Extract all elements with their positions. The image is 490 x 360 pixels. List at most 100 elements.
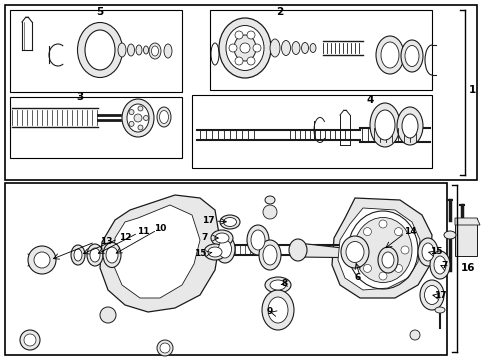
Ellipse shape [220,215,240,229]
Circle shape [160,343,170,353]
Ellipse shape [129,110,134,114]
Ellipse shape [422,243,434,261]
Ellipse shape [144,46,148,54]
Text: 3: 3 [76,92,84,102]
Circle shape [229,44,237,52]
Ellipse shape [346,242,364,262]
Circle shape [134,114,142,122]
Ellipse shape [127,44,134,56]
Circle shape [247,31,255,39]
Circle shape [240,43,250,53]
Text: 9: 9 [267,307,273,316]
Ellipse shape [382,252,394,268]
Circle shape [157,340,173,356]
Ellipse shape [376,36,404,74]
Text: 11: 11 [137,228,149,237]
Ellipse shape [405,45,419,67]
Text: 15: 15 [194,248,206,257]
Ellipse shape [281,41,291,55]
Text: 4: 4 [367,95,374,105]
Text: 14: 14 [404,228,416,237]
Polygon shape [210,10,432,90]
Ellipse shape [71,245,85,265]
Text: 1: 1 [468,85,476,95]
Ellipse shape [138,125,143,130]
Ellipse shape [223,217,237,226]
Text: 17: 17 [202,216,214,225]
Ellipse shape [424,285,440,305]
Circle shape [263,205,277,219]
Ellipse shape [341,236,369,268]
Ellipse shape [208,247,222,257]
Ellipse shape [129,121,134,126]
Bar [455,218,477,256]
Text: 12: 12 [119,234,131,243]
Ellipse shape [301,42,309,54]
Circle shape [24,334,36,346]
Polygon shape [338,208,420,290]
Text: 7: 7 [202,233,208,242]
Ellipse shape [435,307,445,313]
Text: 2: 2 [276,7,284,17]
Circle shape [253,44,261,52]
Polygon shape [10,97,182,158]
Text: 17: 17 [434,291,446,300]
Circle shape [394,228,403,235]
Ellipse shape [259,240,281,270]
Ellipse shape [103,243,121,267]
Polygon shape [100,195,220,312]
Circle shape [357,246,365,254]
Ellipse shape [401,40,423,72]
Ellipse shape [77,22,122,77]
Ellipse shape [226,26,264,71]
Circle shape [28,246,56,274]
Ellipse shape [370,103,400,147]
Circle shape [364,264,371,273]
Ellipse shape [87,244,103,266]
Ellipse shape [157,107,171,127]
Ellipse shape [402,114,418,138]
Ellipse shape [378,247,398,273]
Ellipse shape [430,251,450,279]
Ellipse shape [219,18,271,78]
Circle shape [235,31,243,39]
Text: 6: 6 [355,274,361,283]
Ellipse shape [204,244,226,260]
Circle shape [379,272,387,280]
Ellipse shape [434,256,446,274]
Ellipse shape [292,41,300,54]
Polygon shape [332,198,432,298]
Polygon shape [10,10,182,92]
Polygon shape [298,243,378,258]
Text: 8: 8 [282,279,288,288]
Ellipse shape [310,44,316,53]
Ellipse shape [118,43,126,57]
Ellipse shape [354,217,412,283]
Text: 13: 13 [100,238,112,247]
Ellipse shape [265,196,275,204]
Circle shape [20,330,40,350]
Ellipse shape [397,107,423,145]
Ellipse shape [251,230,265,250]
Ellipse shape [138,106,143,111]
Bar [5,5,477,180]
Ellipse shape [160,111,169,123]
Ellipse shape [149,43,161,59]
Ellipse shape [164,44,172,58]
Ellipse shape [234,35,256,61]
Ellipse shape [219,240,231,258]
Text: 15: 15 [430,248,442,256]
Ellipse shape [247,225,269,255]
Ellipse shape [211,230,233,246]
Ellipse shape [270,39,280,57]
Circle shape [34,252,50,268]
Circle shape [235,57,243,65]
Circle shape [364,228,371,235]
Ellipse shape [420,280,444,310]
Ellipse shape [85,30,115,70]
Bar [5,183,447,355]
Ellipse shape [375,110,395,140]
Ellipse shape [418,238,438,266]
Ellipse shape [381,42,399,68]
Ellipse shape [151,46,158,56]
